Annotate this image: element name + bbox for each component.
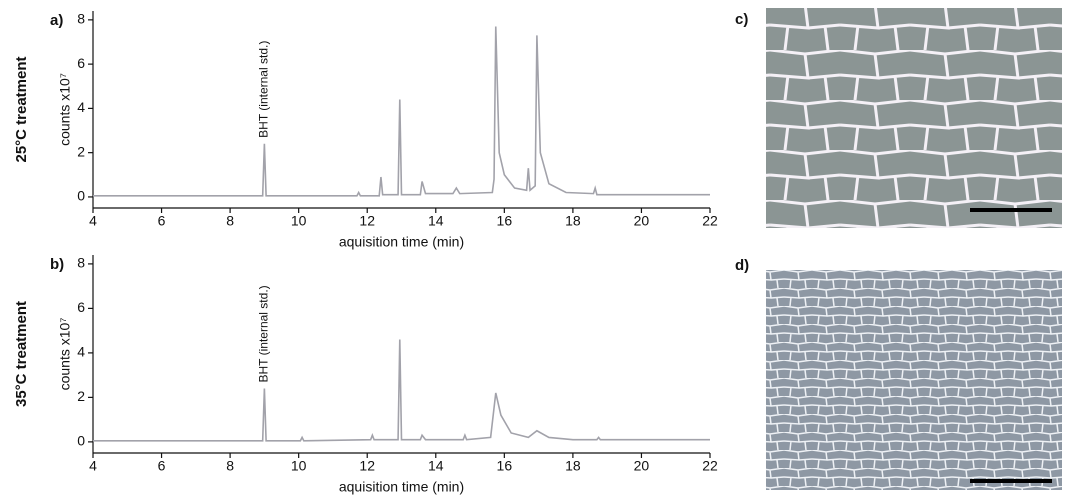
annotation: BHT (internal std.) [257, 285, 271, 382]
x-tick-label: 4 [89, 213, 97, 229]
x-tick-label: 14 [428, 213, 444, 229]
x-tick-label: 20 [634, 213, 650, 229]
x-tick-label: 10 [291, 458, 307, 474]
x-tick-label: 6 [158, 213, 166, 229]
y-tick-label: 0 [77, 188, 85, 204]
y-tick-label: 2 [77, 143, 85, 159]
chromatogram-line [93, 339, 710, 442]
micrograph [766, 8, 1062, 228]
row-label: 25°C treatment [13, 56, 30, 162]
x-tick-label: 6 [158, 458, 166, 474]
x-tick-label: 14 [428, 458, 444, 474]
panel-label: c) [735, 11, 748, 28]
annotation: BHT (internal std.) [257, 41, 271, 138]
y-tick-label: 4 [77, 344, 85, 360]
x-tick-label: 18 [565, 213, 581, 229]
panel-label: a) [50, 12, 63, 29]
x-tick-label: 18 [565, 458, 581, 474]
x-axis-label: aquisition time (min) [339, 479, 464, 495]
y-tick-label: 6 [77, 55, 85, 71]
y-tick-label: 6 [77, 299, 85, 315]
panel-label: b) [50, 256, 64, 273]
y-tick-label: 2 [77, 388, 85, 404]
x-tick-label: 22 [702, 458, 718, 474]
x-tick-label: 12 [359, 213, 375, 229]
x-tick-label: 16 [497, 213, 513, 229]
y-axis-label: counts x10⁷ [57, 73, 73, 146]
x-tick-label: 22 [702, 213, 718, 229]
chromatogram-line [93, 26, 710, 197]
x-axis-label: aquisition time (min) [339, 234, 464, 250]
x-tick-label: 16 [497, 458, 513, 474]
x-tick-label: 8 [226, 213, 234, 229]
x-tick-label: 20 [634, 458, 650, 474]
y-tick-label: 8 [77, 255, 85, 271]
x-tick-label: 12 [359, 458, 375, 474]
y-tick-label: 0 [77, 433, 85, 449]
micrograph [766, 270, 1062, 490]
x-tick-label: 10 [291, 213, 307, 229]
x-tick-label: 8 [226, 458, 234, 474]
panel-label: d) [735, 257, 749, 274]
row-label: 35°C treatment [13, 301, 30, 407]
x-tick-label: 4 [89, 458, 97, 474]
y-axis-label: counts x10⁷ [57, 318, 73, 391]
y-tick-label: 4 [77, 99, 85, 115]
y-tick-label: 8 [77, 11, 85, 27]
